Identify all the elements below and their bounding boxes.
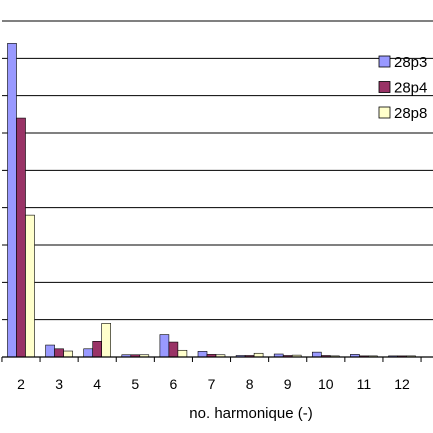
bar-28p8-h2 bbox=[25, 214, 35, 358]
bar-28p3-h6 bbox=[159, 334, 170, 358]
bar-28p3-h4 bbox=[83, 348, 93, 358]
x-tick-labels: 2 3 4 5 6 7 8 9 10 11 12 bbox=[17, 376, 410, 392]
bar-28p4-h2 bbox=[16, 117, 26, 358]
legend-label-28p8: 28p8 bbox=[394, 105, 427, 122]
bar-28p8-h6 bbox=[177, 349, 188, 358]
x-tick-label: 10 bbox=[318, 376, 334, 392]
x-tick-label: 4 bbox=[93, 376, 101, 392]
bar-28p8-h4 bbox=[101, 323, 111, 358]
x-axis bbox=[1, 356, 433, 362]
legend-swatch-28p3 bbox=[378, 55, 391, 68]
x-tick-label: 5 bbox=[131, 376, 139, 392]
legend-swatch-28p4 bbox=[378, 81, 391, 93]
x-tick-label: 11 bbox=[357, 376, 372, 392]
bar-28p4-h6 bbox=[168, 341, 179, 358]
bar-28p3-h7 bbox=[197, 351, 208, 358]
bar-28p3-h10 bbox=[311, 351, 322, 358]
bar-28p4-h3 bbox=[54, 348, 64, 358]
x-tick-label: 12 bbox=[394, 376, 410, 392]
x-axis-label: no. harmonique (-) bbox=[189, 405, 312, 422]
bar-28p4-h4 bbox=[92, 341, 102, 358]
bar-28p8-h3 bbox=[63, 350, 73, 358]
x-tick-label: 8 bbox=[246, 376, 254, 392]
x-tick-label: 2 bbox=[17, 376, 25, 392]
bar-28p3-h3 bbox=[45, 344, 55, 358]
bars bbox=[7, 43, 416, 358]
gridlines bbox=[2, 20, 433, 321]
bar-28p3-h2 bbox=[7, 43, 17, 358]
legend-label-28p4: 28p4 bbox=[394, 80, 427, 97]
legend: 28p3 28p4 28p8 bbox=[378, 54, 427, 122]
legend-label-28p3: 28p3 bbox=[394, 54, 427, 71]
x-tick-label: 9 bbox=[284, 376, 292, 392]
x-tick-label: 6 bbox=[170, 376, 178, 392]
legend-swatch-28p8 bbox=[378, 106, 391, 119]
x-tick-label: 3 bbox=[55, 376, 63, 392]
x-tick-label: 7 bbox=[208, 376, 216, 392]
